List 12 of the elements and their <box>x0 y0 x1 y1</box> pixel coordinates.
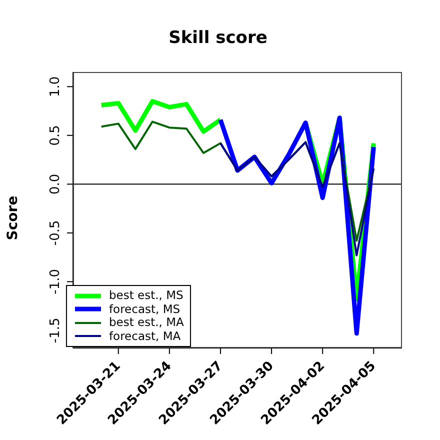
y-tick-label: 0.0 <box>48 174 63 194</box>
y-tick-label: -0.5 <box>48 220 63 246</box>
y-tick-label: 0.5 <box>48 125 63 146</box>
legend-label: best est., MA <box>109 315 184 330</box>
y-tick-label: 1.0 <box>48 76 63 97</box>
y-tick-label: -1.0 <box>48 268 63 294</box>
legend-label: forecast, MA <box>109 328 181 343</box>
legend-label: best est., MS <box>109 288 184 302</box>
y-tick-label: -1.5 <box>48 318 63 344</box>
legend-label: forecast, MS <box>109 302 180 316</box>
y-axis-title: Score <box>5 196 21 240</box>
chart-title: Skill score <box>168 28 268 48</box>
